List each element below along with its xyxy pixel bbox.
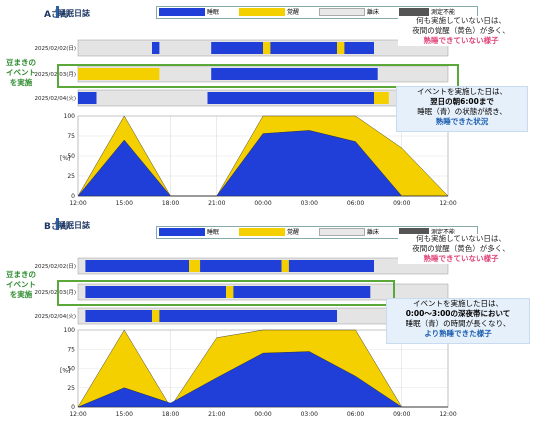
x-tick-label: 12:00 bbox=[69, 200, 86, 207]
x-tick-label: 00:00 bbox=[254, 200, 271, 207]
x-tick-label: 21:00 bbox=[208, 200, 225, 207]
x-tick-label: 06:00 bbox=[347, 411, 364, 418]
legend-awake: 覚醒 bbox=[239, 228, 299, 237]
chart-title: 睡眠日誌 bbox=[58, 221, 90, 230]
x-tick-label: 15:00 bbox=[116, 200, 133, 207]
title-bar-icon bbox=[56, 6, 59, 18]
legend-sleep: 睡眠 bbox=[159, 8, 219, 17]
x-tick-label: 09:00 bbox=[393, 411, 410, 418]
diary-segment bbox=[152, 42, 160, 54]
callout-no-event: 何も実施していない日は、 夜間の覚醒（黄色）が多く、 熟睡できていない様子 bbox=[398, 234, 524, 264]
row-date-label: 2025/02/02(日) bbox=[35, 45, 77, 52]
row-date-label: 2025/02/03(月) bbox=[35, 71, 77, 78]
diary-segment bbox=[226, 286, 234, 298]
row-date-label: 2025/02/02(日) bbox=[35, 263, 77, 270]
legend-out: 離床 bbox=[319, 228, 379, 237]
diary-segment bbox=[152, 310, 160, 322]
diary-segment bbox=[78, 68, 160, 80]
area-sleep bbox=[77, 130, 448, 197]
y-tick-label: 100 bbox=[64, 113, 76, 120]
x-tick-label: 03:00 bbox=[301, 411, 318, 418]
diary-segment bbox=[211, 42, 374, 54]
x-tick-label: 21:00 bbox=[208, 411, 225, 418]
diary-segment bbox=[211, 68, 378, 80]
y-tick-label: 100 bbox=[64, 327, 76, 334]
y-tick-label: 0 bbox=[71, 193, 75, 200]
diary-segment bbox=[85, 260, 375, 272]
x-tick-label: 06:00 bbox=[347, 200, 364, 207]
diary-segment bbox=[78, 92, 97, 104]
legend-unmeasurable: 測定不能 bbox=[399, 228, 455, 237]
legend: 睡眠 覚醒 離床 測定不能 bbox=[156, 226, 478, 239]
x-tick-label: 00:00 bbox=[254, 411, 271, 418]
legend-awake: 覚醒 bbox=[239, 8, 299, 17]
y-tick-label: 75 bbox=[67, 346, 75, 353]
diary-segment bbox=[374, 92, 389, 104]
event-highlight-box bbox=[57, 64, 459, 88]
title-bar-icon bbox=[56, 218, 59, 230]
x-tick-label: 15:00 bbox=[116, 411, 133, 418]
y-tick-label: 0 bbox=[71, 404, 75, 411]
diary-segment bbox=[281, 260, 289, 272]
row-date-label: 2025/02/04(火) bbox=[35, 96, 77, 102]
y-tick-label: 50 bbox=[67, 153, 75, 160]
diary-segment bbox=[263, 42, 271, 54]
event-highlight-box bbox=[57, 280, 395, 306]
y-unit-label: [%] bbox=[60, 367, 70, 374]
event-tag: 豆まきの イベント を実施 bbox=[6, 270, 36, 299]
x-tick-label: 18:00 bbox=[162, 200, 179, 207]
panel-b: Bさん 睡眠日誌 睡眠 覚醒 離床 測定不能 2025/02/02(日)2025… bbox=[0, 212, 536, 423]
callout-event: イベントを実施した日は、 0:00～3:00の深夜帯において 睡眠（青）の時間が… bbox=[386, 298, 530, 344]
diary-segment bbox=[207, 92, 382, 104]
x-tick-label: 12:00 bbox=[69, 411, 86, 418]
diary-segment bbox=[85, 310, 338, 322]
y-tick-label: 75 bbox=[67, 133, 75, 140]
x-tick-label: 12:00 bbox=[439, 411, 456, 418]
area-sleep bbox=[77, 351, 448, 408]
diary-segment bbox=[189, 260, 201, 272]
callout-no-event: 何も実施していない日は、 夜間の覚醒（黄色）が多く、 熟睡できていない様子 bbox=[398, 16, 524, 46]
legend-out: 離床 bbox=[319, 8, 379, 17]
legend: 睡眠 覚醒 離床 測定不能 bbox=[156, 6, 478, 19]
chart-title: 睡眠日誌 bbox=[58, 9, 90, 18]
x-tick-label: 12:00 bbox=[439, 200, 456, 207]
x-tick-label: 09:00 bbox=[393, 200, 410, 207]
panel-a: Aさん 睡眠日誌 睡眠 覚醒 離床 測定不能 2025/02/02(日)2025… bbox=[6, 6, 528, 207]
callout-event: イベントを実施した日は、 翌日の朝6:00まで 睡眠（青）の状態が続き、 熟睡で… bbox=[396, 86, 528, 132]
x-tick-label: 03:00 bbox=[301, 200, 318, 207]
y-tick-label: 25 bbox=[67, 173, 75, 180]
legend-unmeasurable: 測定不能 bbox=[399, 8, 455, 17]
diary-segment bbox=[337, 42, 345, 54]
row-date-label: 2025/02/03(月) bbox=[35, 289, 77, 296]
x-tick-label: 18:00 bbox=[162, 411, 179, 418]
event-tag: 豆まきの イベント を実施 bbox=[6, 58, 36, 87]
y-unit-label: [%] bbox=[60, 155, 70, 162]
y-tick-label: 50 bbox=[67, 366, 75, 373]
row-date-label: 2025/02/04(火) bbox=[35, 314, 77, 320]
y-tick-label: 25 bbox=[67, 385, 75, 392]
legend-sleep: 睡眠 bbox=[159, 228, 219, 237]
